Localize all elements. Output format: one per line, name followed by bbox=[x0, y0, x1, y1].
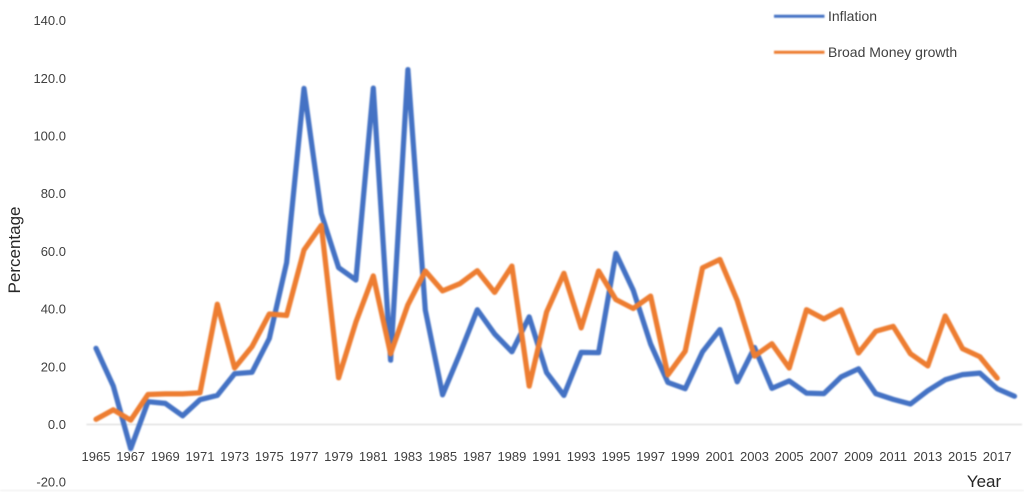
svg-text:1975: 1975 bbox=[255, 449, 284, 464]
svg-text:1995: 1995 bbox=[601, 449, 630, 464]
svg-text:2001: 2001 bbox=[705, 449, 734, 464]
svg-text:1971: 1971 bbox=[186, 449, 215, 464]
svg-text:40.0: 40.0 bbox=[41, 302, 66, 317]
svg-text:1989: 1989 bbox=[497, 449, 526, 464]
svg-text:2009: 2009 bbox=[844, 449, 873, 464]
svg-text:1987: 1987 bbox=[463, 449, 492, 464]
svg-text:1983: 1983 bbox=[393, 449, 422, 464]
svg-text:Year: Year bbox=[967, 472, 1002, 491]
svg-text:0.0: 0.0 bbox=[48, 417, 66, 432]
svg-text:1979: 1979 bbox=[324, 449, 353, 464]
svg-text:1991: 1991 bbox=[532, 449, 561, 464]
svg-text:Percentage: Percentage bbox=[5, 207, 24, 294]
svg-text:120.0: 120.0 bbox=[33, 71, 66, 86]
svg-text:Inflation: Inflation bbox=[828, 8, 877, 24]
svg-text:1997: 1997 bbox=[636, 449, 665, 464]
svg-text:2003: 2003 bbox=[740, 449, 769, 464]
svg-text:20.0: 20.0 bbox=[41, 359, 66, 374]
svg-text:2013: 2013 bbox=[913, 449, 942, 464]
svg-text:Broad Money growth: Broad Money growth bbox=[828, 44, 957, 60]
svg-text:140.0: 140.0 bbox=[33, 13, 66, 28]
svg-text:2015: 2015 bbox=[948, 449, 977, 464]
svg-text:1969: 1969 bbox=[151, 449, 180, 464]
svg-text:-20.0: -20.0 bbox=[36, 475, 66, 490]
svg-text:1985: 1985 bbox=[428, 449, 457, 464]
svg-text:1999: 1999 bbox=[671, 449, 700, 464]
svg-text:1965: 1965 bbox=[82, 449, 111, 464]
svg-text:2017: 2017 bbox=[983, 449, 1012, 464]
svg-text:2007: 2007 bbox=[809, 449, 838, 464]
svg-text:2005: 2005 bbox=[775, 449, 804, 464]
svg-text:80.0: 80.0 bbox=[41, 186, 66, 201]
svg-text:2011: 2011 bbox=[879, 449, 907, 464]
svg-text:1993: 1993 bbox=[567, 449, 596, 464]
svg-text:100.0: 100.0 bbox=[33, 129, 66, 144]
svg-text:60.0: 60.0 bbox=[41, 244, 66, 259]
svg-text:1981: 1981 bbox=[359, 449, 388, 464]
svg-text:1967: 1967 bbox=[116, 449, 145, 464]
svg-text:1977: 1977 bbox=[290, 449, 319, 464]
svg-text:1973: 1973 bbox=[220, 449, 249, 464]
